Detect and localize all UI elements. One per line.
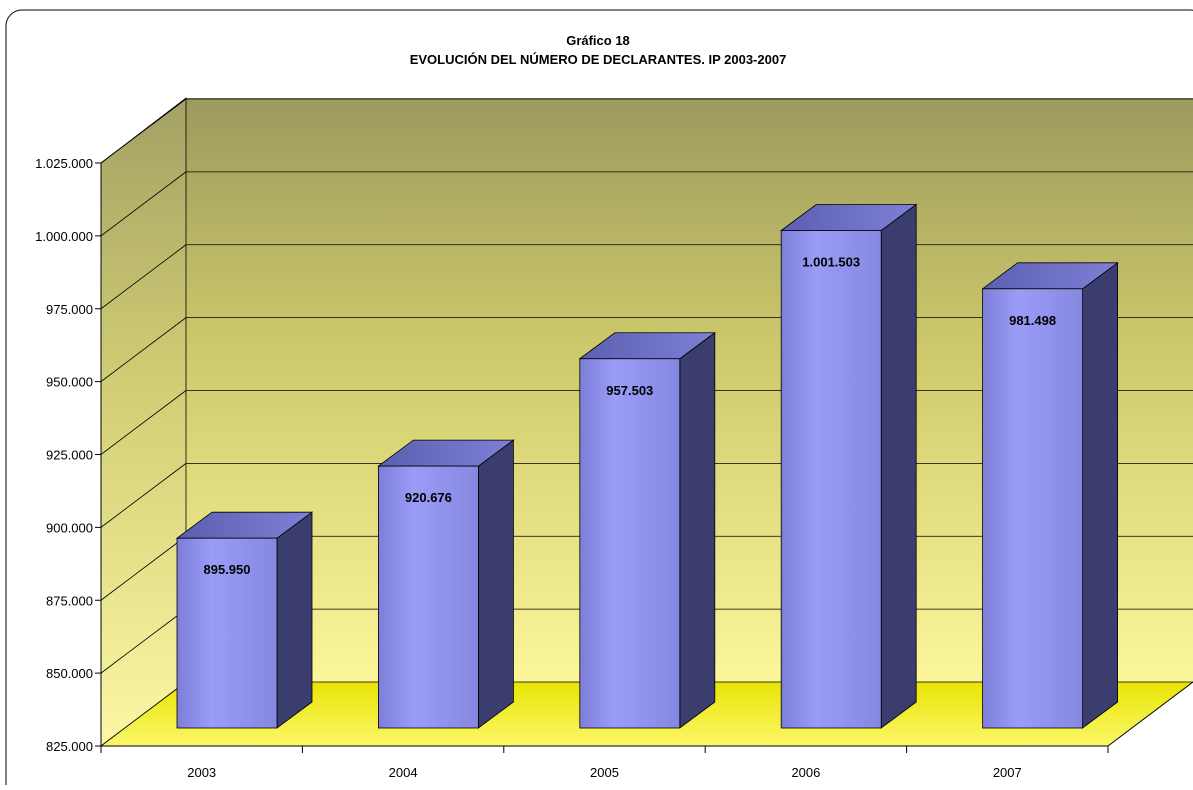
data-label: 957.503 [606,383,653,398]
bars [175,203,1119,729]
y-tick-label: 850.000 [46,666,93,681]
data-label: 1.001.503 [802,254,860,269]
data-label: 895.950 [204,562,251,577]
gridline [100,244,1193,310]
x-axis: 2003 2004 2005 2006 2007 [100,681,1193,780]
bar-side [477,439,514,729]
bar [377,439,515,729]
bar [175,511,314,729]
data-label: 981.498 [1009,313,1056,328]
bar [578,331,717,729]
x-tick-label: 2007 [993,765,1022,780]
floor-edge [1107,681,1193,747]
x-tick-label: 2006 [791,765,820,780]
gridline [100,98,1193,164]
bar-front [377,465,479,729]
chart-subtitle: EVOLUCIÓN DEL NÚMERO DE DECLARANTES. IP … [410,52,787,67]
bar [981,262,1119,729]
y-tick-label: 875.000 [46,593,93,608]
bar-front [579,358,681,729]
y-axis: 825.000 850.000 875.000 900.000 925.000 950.0… [35,156,102,754]
data-labels: 895.950 920.676 957.503 1.001.503 981.498 [204,254,1057,577]
bar-front [982,288,1083,729]
y-tick-label: 825.000 [46,739,93,754]
x-tick-label: 2003 [187,765,216,780]
x-tick-label: 2004 [389,765,418,780]
y-tick-label: 900.000 [46,520,93,535]
bar-side [1082,262,1118,729]
data-label: 920.676 [405,490,452,505]
bar [779,203,918,729]
y-tick-label: 1.000.000 [35,229,93,244]
y-tick-label: 975.000 [46,302,93,317]
y-tick-label: 1.025.000 [35,156,93,171]
y-tick-label: 950.000 [46,375,93,390]
x-tick-label: 2005 [590,765,619,780]
bar-side [880,203,917,729]
bar-side [276,511,313,729]
bar-side [679,331,716,729]
y-tick-label: 925.000 [46,448,93,463]
gridline [100,171,1193,237]
bar-front [176,537,278,729]
bar-front [780,230,882,729]
chart-title: Gráfico 18 [566,33,630,48]
